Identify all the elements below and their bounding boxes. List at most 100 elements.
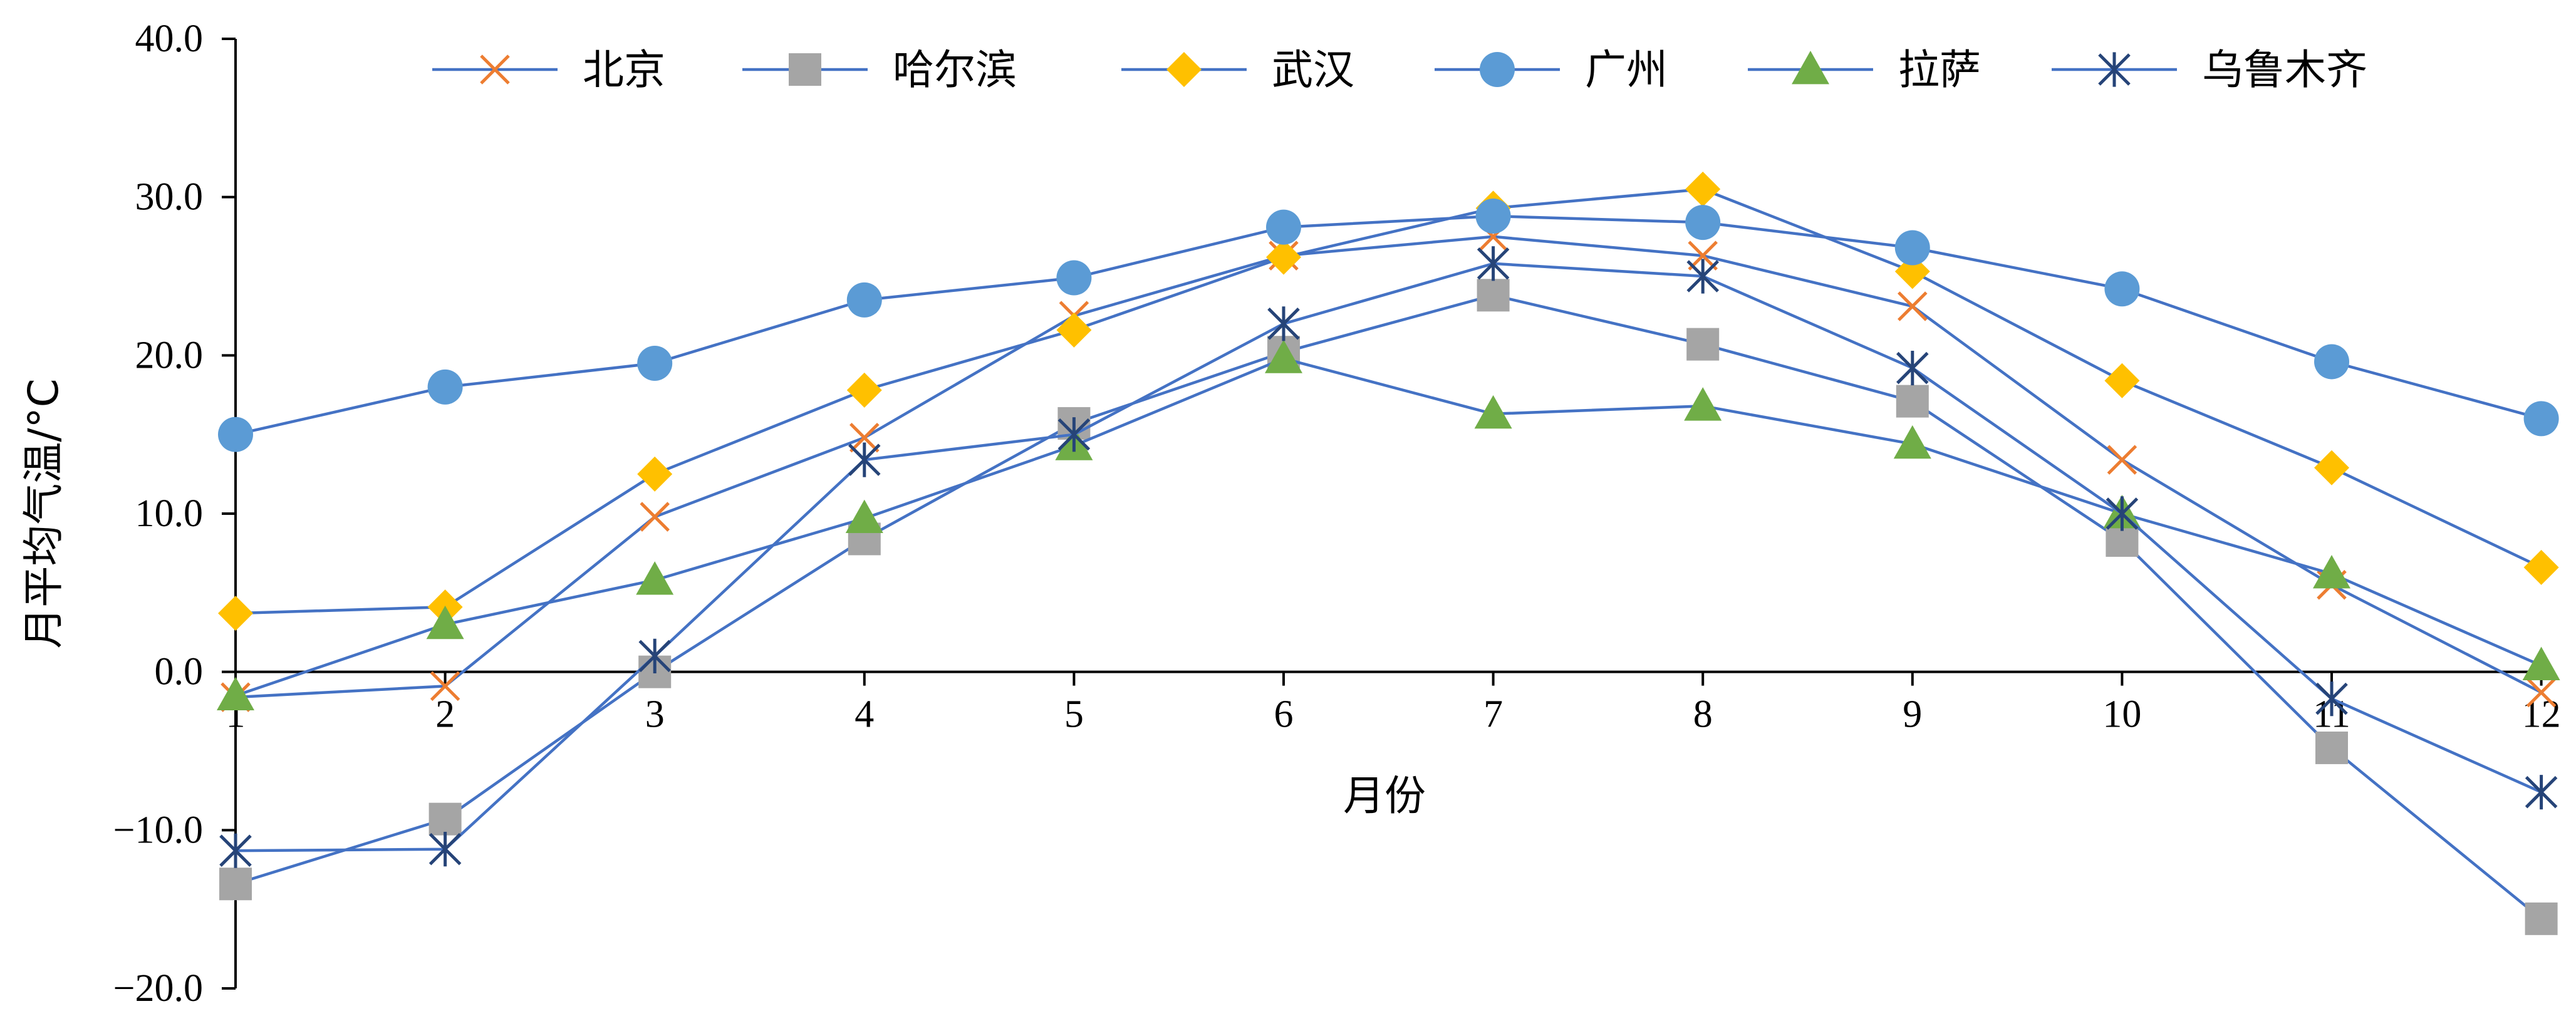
legend-item: 拉萨 <box>1748 46 1981 94</box>
data-point <box>1898 291 1928 321</box>
data-point <box>1685 172 1721 207</box>
y-tick-label: 40.0 <box>135 18 204 60</box>
data-point <box>1896 350 1929 386</box>
data-point <box>2313 555 2350 589</box>
x-tick-label: 3 <box>645 693 665 736</box>
data-point <box>2523 401 2559 437</box>
data-point <box>2522 646 2560 680</box>
series-2 <box>219 279 2558 935</box>
x-tick-label: 12 <box>2522 693 2561 736</box>
data-point <box>2104 363 2140 398</box>
x-tick-label: 2 <box>435 693 455 736</box>
data-point <box>845 499 883 533</box>
data-point <box>219 868 252 901</box>
x-tick-label: 8 <box>1693 693 1713 736</box>
data-point <box>1896 385 1929 418</box>
data-point <box>848 442 881 477</box>
legend-item: 武汉 <box>1121 46 1354 94</box>
data-point <box>1475 198 1511 234</box>
x-tick-label: 4 <box>854 693 874 736</box>
data-point <box>849 422 880 453</box>
legend-marker <box>2098 52 2131 87</box>
series-line <box>235 294 2543 920</box>
legend-item: 哈尔滨 <box>742 46 1017 94</box>
x-tick-label: 6 <box>1274 693 1294 736</box>
legend-label: 哈尔滨 <box>893 46 1017 94</box>
data-point <box>426 605 464 640</box>
y-axis-ticks: −20.0 −10.0 0.0 10.0 20.0 30.0 40.0 <box>113 18 236 1010</box>
legend-label: 北京 <box>583 46 665 94</box>
data-point <box>1477 279 1510 312</box>
series-4 <box>218 198 2559 452</box>
series-6 <box>219 246 2558 868</box>
series-line <box>235 235 2542 699</box>
data-point <box>1894 230 1930 266</box>
legend-marker <box>1166 52 1202 87</box>
data-point <box>2526 677 2557 708</box>
data-point <box>428 802 462 836</box>
y-tick-label: 10.0 <box>135 492 204 535</box>
data-point <box>1686 259 1719 294</box>
series-1 <box>221 222 2557 712</box>
data-point <box>218 596 253 631</box>
legend-item: 乌鲁木齐 <box>2052 46 2367 94</box>
legend-label: 武汉 <box>1272 46 1354 94</box>
data-point <box>1266 209 1301 245</box>
series-3 <box>218 172 2559 631</box>
y-tick-label: 30.0 <box>135 176 204 219</box>
data-point <box>2315 731 2348 764</box>
data-point <box>637 456 673 492</box>
data-point <box>2525 902 2558 935</box>
y-tick-label: −10.0 <box>113 809 203 851</box>
data-point <box>1474 395 1512 429</box>
legend-marker <box>480 54 510 85</box>
data-point <box>2315 681 2348 717</box>
x-tick-label: 10 <box>2102 693 2141 736</box>
data-point <box>2314 344 2349 380</box>
data-point <box>640 502 670 532</box>
data-point <box>218 417 253 452</box>
series-line <box>235 187 2542 615</box>
data-point <box>1893 425 1931 459</box>
data-point <box>1056 312 1092 348</box>
series-layer <box>217 172 2560 935</box>
legend-label: 拉萨 <box>1898 46 1981 94</box>
x-axis-title: 月份 <box>1343 772 1426 820</box>
legend-item: 广州 <box>1435 46 1668 94</box>
data-point <box>219 833 252 868</box>
legend-marker <box>1480 52 1515 87</box>
data-point <box>2107 445 2137 475</box>
x-tick-label: 5 <box>1064 693 1084 736</box>
series-line <box>235 214 2542 436</box>
data-point <box>1266 239 1301 275</box>
legend-label: 广州 <box>1585 46 1668 94</box>
data-point <box>1056 260 1092 296</box>
data-point <box>2525 775 2558 810</box>
data-point <box>1265 339 1302 373</box>
legend-marker <box>789 53 821 86</box>
legend-label: 乌鲁木齐 <box>2202 46 2367 94</box>
data-point <box>637 345 673 381</box>
data-point <box>430 671 460 702</box>
data-point <box>217 676 254 710</box>
x-tick-label: 7 <box>1483 693 1503 736</box>
x-tick-label: 9 <box>1903 693 1922 736</box>
data-point <box>428 832 462 867</box>
series-line <box>235 357 2542 697</box>
data-point <box>638 638 671 673</box>
legend: 北京 哈尔滨 武汉 广州 拉萨 乌鲁木齐 <box>432 46 2367 94</box>
data-point <box>1686 328 1720 361</box>
data-point <box>1477 246 1510 281</box>
series-5 <box>217 339 2560 710</box>
series-line <box>235 262 2542 852</box>
legend-marker <box>1792 51 1829 85</box>
data-point <box>1267 306 1300 341</box>
data-point <box>427 369 463 405</box>
data-point <box>1684 387 1722 421</box>
data-point <box>846 372 882 408</box>
data-point <box>2314 450 2349 485</box>
data-point <box>2104 271 2140 307</box>
data-point <box>846 282 882 318</box>
